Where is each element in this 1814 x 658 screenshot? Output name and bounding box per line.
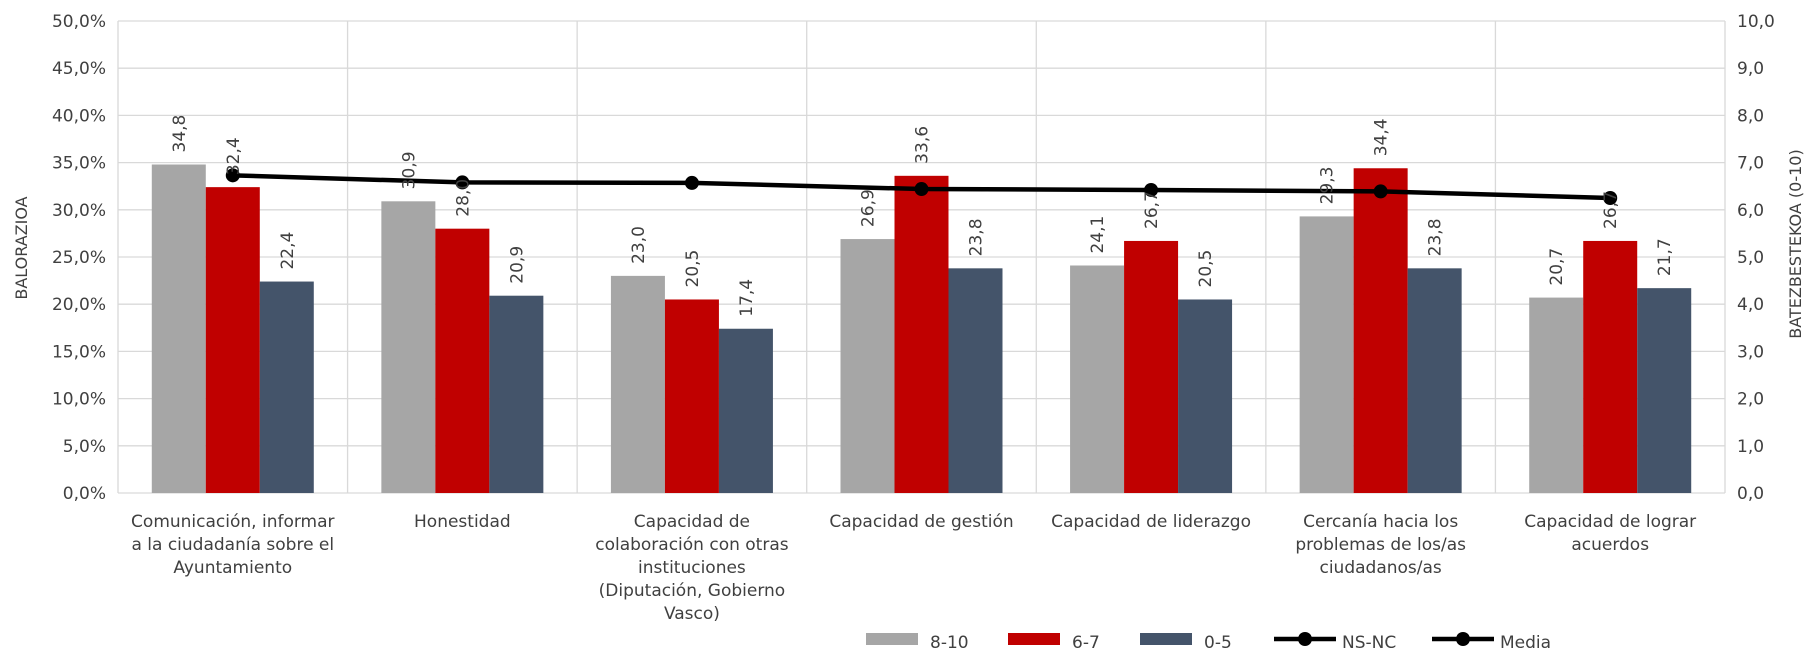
y-tick-label: 40,0%: [52, 106, 106, 126]
bar-8-10: [840, 239, 895, 493]
bar-6-7: [894, 175, 949, 494]
y-tick-label: 30,0%: [52, 201, 106, 221]
bar-0-5: [1407, 268, 1462, 493]
category-label: Capacidad de colaboración con otras instit…: [595, 512, 789, 624]
data-label: 26,9: [859, 189, 879, 227]
left-axis-title: BALORAZIOA: [12, 196, 31, 299]
point-Media: [1373, 184, 1388, 199]
y-tick-label: 20,0%: [52, 295, 106, 315]
bar-8-10: [610, 275, 665, 493]
bar-0-5: [489, 295, 544, 493]
bar-8-10: [1070, 265, 1125, 493]
category-label: Capacidad de liderazgo: [1051, 512, 1251, 532]
bar-0-5: [948, 268, 1003, 493]
data-label: 23,8: [1426, 218, 1446, 256]
point-Media: [684, 175, 699, 190]
point-Media: [1603, 191, 1618, 205]
category-label: Capacidad de lograr acuerdos: [1524, 512, 1696, 555]
point-Media: [455, 175, 470, 190]
data-label: 26,7: [1142, 191, 1162, 229]
data-label: 34,4: [1372, 118, 1392, 156]
legend-label: 6-7: [1072, 633, 1100, 653]
data-label: 33,6: [913, 126, 933, 164]
data-label: 20,7: [1547, 248, 1567, 286]
data-label: 30,9: [399, 151, 419, 189]
left-axis-ticks: 0,0% 5,0% 10,0% 15,0% 20,0% 25,0% 30,0% 35,0% 40…: [52, 12, 106, 504]
legend-marker: [1456, 632, 1470, 646]
point-Media: [914, 182, 929, 197]
data-label: 28,0: [453, 179, 473, 217]
category-label: Cercanía hacia los problemas de los/as ciu…: [1295, 512, 1466, 578]
data-label: 26,7: [1601, 191, 1621, 229]
bar-6-7: [664, 299, 719, 493]
bar-0-5: [1178, 299, 1233, 493]
y2-tick-label: 3,0: [1737, 342, 1764, 362]
bar-8-10: [1529, 297, 1584, 493]
data-label: 21,7: [1655, 238, 1675, 276]
category-label: Capacidad de gestión: [829, 512, 1013, 532]
y2-tick-label: 5,0: [1737, 248, 1764, 268]
legend-label: 0-5: [1204, 633, 1232, 653]
bar-8-10: [381, 201, 436, 493]
data-label: 20,9: [507, 246, 527, 284]
y-tick-label: 50,0%: [52, 12, 106, 32]
bar-0-5: [1637, 288, 1692, 493]
legend: 8-10 6-7 0-5 NS-NC Media: [866, 632, 1551, 653]
data-label: 22,4: [278, 232, 298, 270]
y-tick-label: 0,0%: [63, 484, 106, 504]
bar-8-10: [1299, 216, 1354, 493]
y-tick-label: 5,0%: [63, 437, 106, 457]
y2-tick-label: 9,0: [1737, 59, 1764, 79]
y2-tick-label: 4,0: [1737, 295, 1764, 315]
legend-label: Media: [1500, 633, 1551, 653]
y2-tick-label: 6,0: [1737, 201, 1764, 221]
data-label: 32,4: [224, 137, 244, 175]
legend-label: 8-10: [930, 633, 969, 653]
point-Media: [225, 168, 240, 183]
y-tick-label: 45,0%: [52, 59, 106, 79]
bar-6-7: [435, 228, 490, 493]
bar-6-7: [1583, 240, 1638, 493]
y2-tick-label: 8,0: [1737, 106, 1764, 126]
bar-8-10: [151, 164, 206, 493]
data-label: 17,4: [737, 279, 757, 317]
y2-tick-label: 0,0: [1737, 484, 1764, 504]
data-label: 20,5: [683, 250, 703, 288]
data-label: 29,3: [1318, 167, 1338, 205]
data-label: 23,8: [967, 218, 987, 256]
y2-tick-label: 7,0: [1737, 154, 1764, 174]
data-label: 20,5: [1196, 250, 1216, 288]
bar-0-5: [718, 328, 773, 493]
legend-marker: [1298, 632, 1312, 646]
legend-swatch: [1140, 633, 1192, 645]
bar-6-7: [1124, 240, 1179, 493]
point-Media: [1144, 182, 1159, 197]
data-label: 23,0: [629, 226, 649, 264]
y-tick-label: 15,0%: [52, 342, 106, 362]
category-label: Comunicación, informar a la ciudadanía so…: [131, 512, 334, 578]
y2-tick-label: 1,0: [1737, 437, 1764, 457]
y2-tick-label: 2,0: [1737, 390, 1764, 410]
category-labels: Comunicación, informar a la ciudadanía so…: [131, 512, 1696, 624]
media-line: [225, 168, 1618, 205]
data-label: 24,1: [1088, 216, 1108, 254]
y-tick-label: 10,0%: [52, 390, 106, 410]
right-axis-ticks: 0,0 1,0 2,0 3,0 4,0 5,0 6,0 7,0 8,0 9,0 10,0: [1737, 12, 1775, 504]
category-label: Honestidad: [414, 512, 511, 532]
right-axis-title: BATEZBESTEKOA (0-10): [1786, 149, 1805, 338]
data-labels: 34,8 32,4 22,4 30,9 28,0 20,9 23,0 20,5 17,4 26,9…: [170, 115, 1675, 317]
y-tick-label: 35,0%: [52, 154, 106, 174]
legend-label: NS-NC: [1342, 633, 1396, 653]
y-tick-label: 25,0%: [52, 248, 106, 268]
legend-swatch: [866, 633, 918, 645]
bars: [151, 164, 1692, 494]
bar-6-7: [205, 187, 260, 494]
legend-swatch: [1008, 633, 1060, 645]
bar-6-7: [1353, 168, 1408, 493]
data-label: 34,8: [170, 115, 190, 153]
y2-tick-label: 10,0: [1737, 12, 1775, 32]
bar-0-5: [259, 281, 314, 493]
